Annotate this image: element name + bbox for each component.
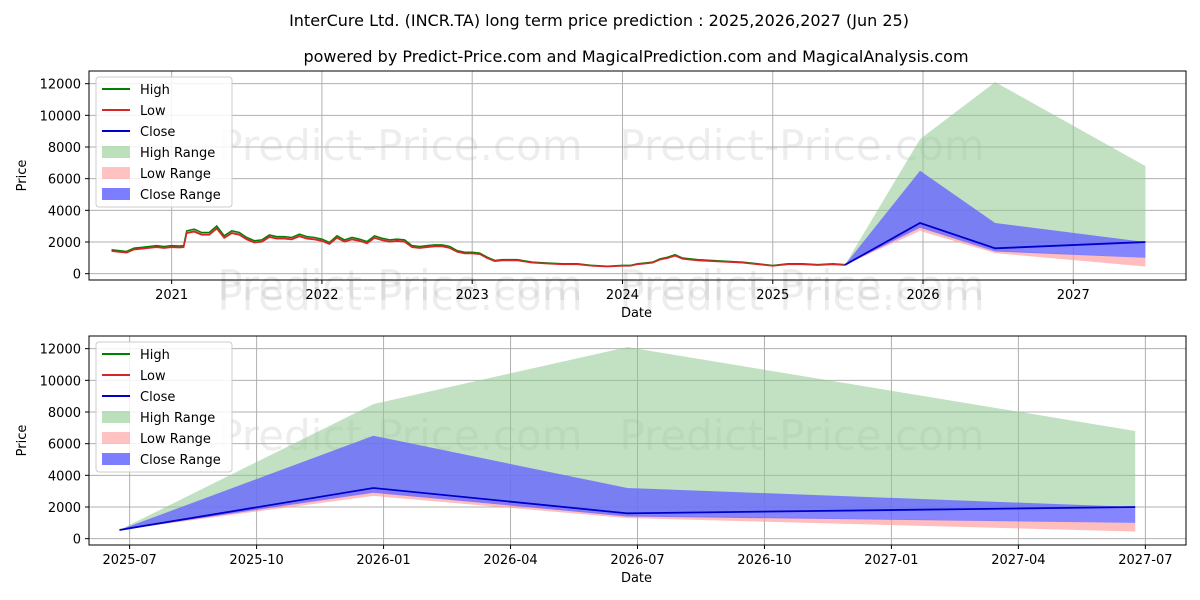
bottom-watermark: Predict-Price.com: [619, 261, 984, 310]
bottom-y-tick-label: 2000: [48, 501, 81, 516]
top-close-range-area: [844, 170, 1146, 265]
bottom-x-tick-label: 2027-07: [1118, 553, 1172, 568]
bottom-x-tick-label: 2027-04: [991, 553, 1045, 568]
top-y-tick-label: 8000: [48, 141, 81, 156]
top-axes-frame: [88, 70, 1187, 281]
bottom-x-tick-label: 2027-01: [864, 553, 918, 568]
bottom-y-tick-label: 8000: [48, 406, 81, 421]
top-x-tick-label: 2026: [906, 288, 939, 303]
bottom-legend-label: Low: [140, 369, 166, 384]
bottom-x-tick-label: 2025-07: [102, 553, 156, 568]
top-legend-label: Close Range: [140, 188, 221, 203]
bottom-close-line: [119, 487, 1136, 531]
top-y-tick-label: 10000: [40, 109, 81, 124]
top-x-tick-label: 2024: [606, 288, 639, 303]
top-low-range-area: [844, 224, 1146, 267]
top-x-tick-label: 2025: [756, 288, 789, 303]
bottom-low-range-area: [119, 489, 1136, 532]
top-legend-swatch: [102, 188, 130, 200]
top-legend-label: Low: [140, 104, 166, 119]
bottom-x-tick-label: 2026-10: [737, 553, 791, 568]
bottom-close-range-area: [119, 435, 1136, 530]
top-legend-swatch: [102, 146, 130, 158]
top-legend-label: High: [140, 83, 170, 98]
top-x-tick-label: 2021: [155, 288, 188, 303]
bottom-legend-label: Close Range: [140, 453, 221, 468]
top-plot-area: [111, 82, 1146, 268]
bottom-legend-swatch: [102, 411, 130, 423]
chart-title: InterCure Ltd. (INCR.TA) long term price…: [289, 11, 909, 30]
bottom-y-tick-label: 4000: [48, 469, 81, 484]
top-x-axis-label: Date: [621, 306, 652, 321]
bottom-legend-label: Close: [140, 390, 175, 405]
top-legend-label: Close: [140, 125, 175, 140]
bottom-x-axis-label: Date: [621, 571, 652, 586]
bottom-y-tick-label: 6000: [48, 438, 81, 453]
bottom-legend-label: High Range: [140, 411, 215, 426]
bottom-panel: Predict-Price.comPredict-Price.comPredic…: [15, 261, 1187, 586]
bottom-plot-area: [119, 347, 1136, 532]
bottom-x-tick-label: 2025-10: [229, 553, 283, 568]
bottom-legend-label: Low Range: [140, 432, 211, 447]
top-y-tick-label: 0: [73, 268, 81, 283]
chart-subtitle: powered by Predict-Price.com and Magical…: [303, 47, 968, 66]
top-watermark: Predict-Price.com: [217, 271, 582, 320]
bottom-watermark: Predict-Price.com: [217, 261, 582, 310]
bottom-y-tick-label: 12000: [40, 343, 81, 358]
bottom-y-axis-label: Price: [15, 425, 30, 457]
top-close-line: [844, 222, 1146, 266]
bottom-legend-swatch: [102, 432, 130, 444]
bottom-y-tick-label: 10000: [40, 374, 81, 389]
top-x-tick-label: 2027: [1057, 288, 1090, 303]
top-watermark: Predict-Price.com: [217, 121, 582, 170]
bottom-x-tick-label: 2026-04: [483, 553, 537, 568]
bottom-y-tick-label: 0: [73, 533, 81, 548]
bottom-x-tick-label: 2026-01: [356, 553, 410, 568]
top-y-tick-label: 6000: [48, 173, 81, 188]
top-panel: Predict-Price.com Predict-Price.comPredic…: [15, 70, 1187, 321]
top-high-line: [111, 224, 845, 268]
top-y-tick-label: 12000: [40, 78, 81, 93]
top-watermark: Predict-Price.com: [619, 271, 984, 320]
top-legend-label: High Range: [140, 146, 215, 161]
top-y-tick-label: 4000: [48, 204, 81, 219]
bottom-x-tick-label: 2026-07: [610, 553, 664, 568]
top-y-axis-label: Price: [15, 160, 30, 192]
top-legend-label: Low Range: [140, 167, 211, 182]
top-y-tick-label: 2000: [48, 236, 81, 251]
top-x-tick-label: 2023: [456, 288, 489, 303]
top-x-tick-label: 2022: [305, 288, 338, 303]
top-history-close-line: [111, 227, 845, 268]
top-legend-swatch: [102, 167, 130, 179]
bottom-legend-label: High: [140, 348, 170, 363]
bottom-legend-swatch: [102, 453, 130, 465]
